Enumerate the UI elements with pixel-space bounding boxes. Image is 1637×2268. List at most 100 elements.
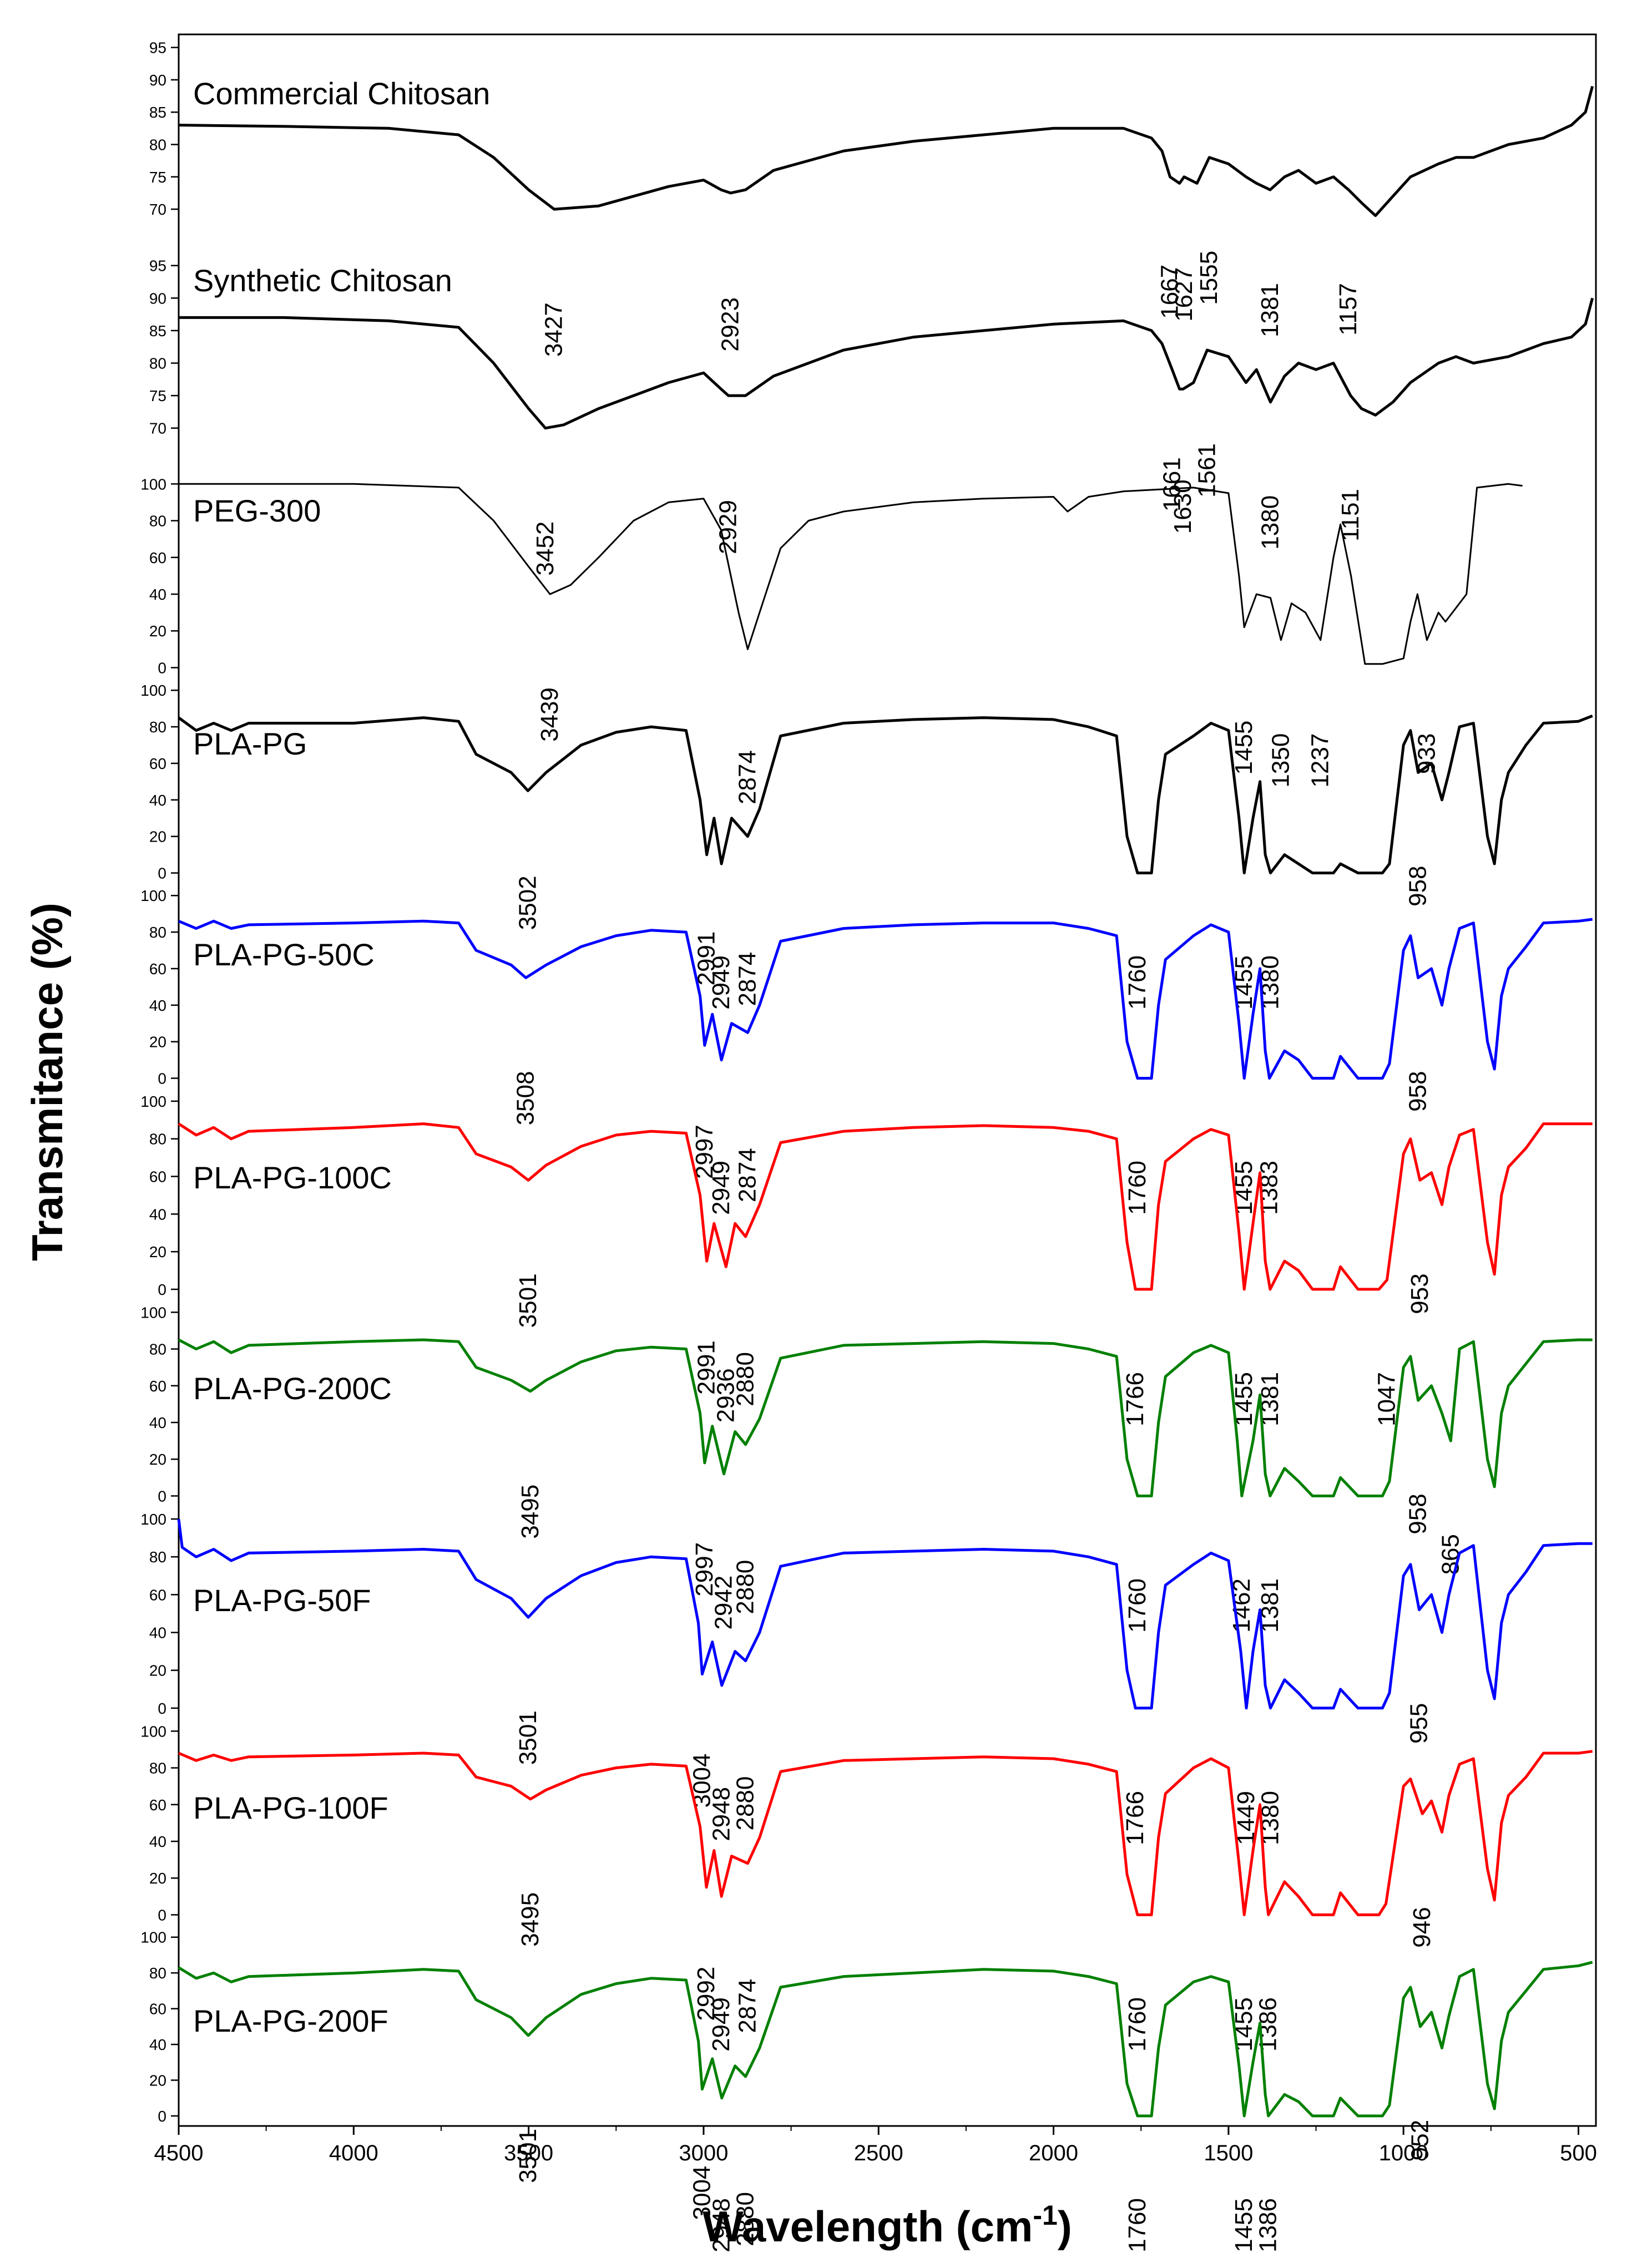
peak-label: 955 [1406,1703,1433,1744]
y-tick-label: 60 [149,1168,166,1185]
y-tick-label: 20 [149,1243,166,1260]
peak-label: 3452 [532,522,559,576]
peak-label: 3501 [514,1273,542,1328]
peak-label: 3501 [514,2129,542,2183]
peak-label: 2942 [710,1576,737,1630]
peak-label: 2874 [734,1148,761,1202]
y-tick-label: 0 [158,1700,166,1717]
peak-label: 946 [1408,1907,1436,1947]
peak-label: 2874 [734,1979,761,2033]
x-tick-label: 500 [1560,2141,1597,2165]
y-tick-label: 100 [140,1929,166,1946]
peak-label: 2880 [732,2192,759,2246]
spectrum-line [177,1518,1593,1710]
peak-label: 2949 [708,1997,735,2052]
peak-label: 1237 [1307,733,1334,788]
peak-label: 3495 [517,1892,544,1947]
y-tick-label: 80 [149,1131,166,1148]
y-tick-label: 20 [149,2072,166,2089]
x-tick-label: 2000 [1029,2141,1078,2165]
y-tick-label: 80 [149,1548,166,1566]
y-tick-label: 100 [140,475,166,493]
peak-label: 3495 [517,1485,544,1539]
panel-label: Synthetic Chitosan [193,263,452,298]
peak-label: 2880 [732,1560,759,1614]
y-tick-label: 70 [149,420,166,437]
peak-label: 1455 [1230,2198,1257,2252]
y-tick-label: 0 [158,1487,166,1505]
peak-label: 1555 [1195,251,1222,305]
y-tick-label: 40 [149,997,166,1014]
y-tick-label: 60 [149,1586,166,1603]
peak-label: 1760 [1124,2198,1151,2252]
panel-label: PLA-PG-100C [193,1160,392,1195]
y-tick-label: 75 [149,387,166,404]
peak-label: 952 [1406,2120,1433,2160]
y-tick-label: 80 [149,513,166,530]
y-tick-label: 100 [140,1093,166,1110]
y-tick-label: 0 [158,1906,166,1923]
y-tick-label: 85 [149,104,166,121]
y-tick-label: 0 [158,2108,166,2125]
y-tick-label: 60 [149,1796,166,1814]
y-tick-label: 80 [149,355,166,372]
y-tick-label: 80 [149,1965,166,1982]
peak-label: 1627 [1170,267,1198,322]
y-tick-label: 100 [140,1723,166,1740]
peak-label: 1151 [1337,489,1364,541]
y-tick-label: 90 [149,290,166,307]
x-tick-label: 4000 [329,2141,378,2165]
panel-label: Commercial Chitosan [193,76,490,111]
peak-label: 2948 [708,2198,735,2252]
peak-label: 2874 [734,750,761,804]
spectrum-line [178,1338,1593,1497]
peak-label: 2923 [717,297,744,352]
peak-label: 2880 [732,1776,759,1831]
peak-label: 1667 [1156,265,1184,319]
y-tick-label: 75 [149,169,166,186]
spectrum-line [179,297,1594,430]
y-tick-label: 20 [149,1870,166,1887]
peak-label: 2880 [732,1352,759,1406]
peak-label: 2992 [693,1967,720,2021]
x-tick-label: 1000 [1379,2141,1428,2165]
peak-label: 1380 [1257,495,1284,550]
y-tick-label: 40 [149,792,166,809]
peak-label: 3501 [514,1710,542,1765]
y-tick-label: 70 [149,201,166,218]
peak-label: 1760 [1124,1578,1151,1633]
y-tick-label: 0 [158,1281,166,1298]
y-tick-label: 0 [158,659,166,676]
peak-label: 3427 [540,302,568,357]
y-tick-label: 100 [140,887,166,904]
y-tick-label: 0 [158,1070,166,1087]
peak-label: 2936 [712,1368,739,1422]
y-tick-label: 85 [149,322,166,340]
peak-label: 2874 [734,952,761,1006]
y-tick-label: 80 [149,718,166,736]
spectrum-line [178,85,1594,217]
plot-frame [178,33,1597,2127]
y-tick-label: 40 [149,2036,166,2053]
y-tick-label: 80 [149,1760,166,1777]
peak-label: 958 [1404,1494,1432,1534]
x-axis-title-close: ) [1058,2202,1072,2251]
x-tick-label: 2500 [854,2141,903,2165]
y-tick-label: 20 [149,828,166,846]
y-tick-label: 80 [149,136,166,153]
peak-label: 2948 [708,1787,735,1841]
y-tick-label: 20 [149,1034,166,1051]
peak-label: 1386 [1255,2198,1282,2252]
y-tick-label: 95 [149,39,166,57]
panel-label: PLA-PG-200F [193,2003,388,2038]
spectrum-line [178,1750,1593,1916]
panel-label: PEG-300 [193,493,321,528]
y-tick-label: 60 [149,755,166,772]
y-tick-label: 40 [149,1414,166,1431]
y-tick-label: 80 [149,924,166,941]
peak-label: 2991 [693,932,720,986]
y-axis-title: Transmitance (%) [23,903,72,1261]
panel-label: PLA-PG [193,726,307,761]
